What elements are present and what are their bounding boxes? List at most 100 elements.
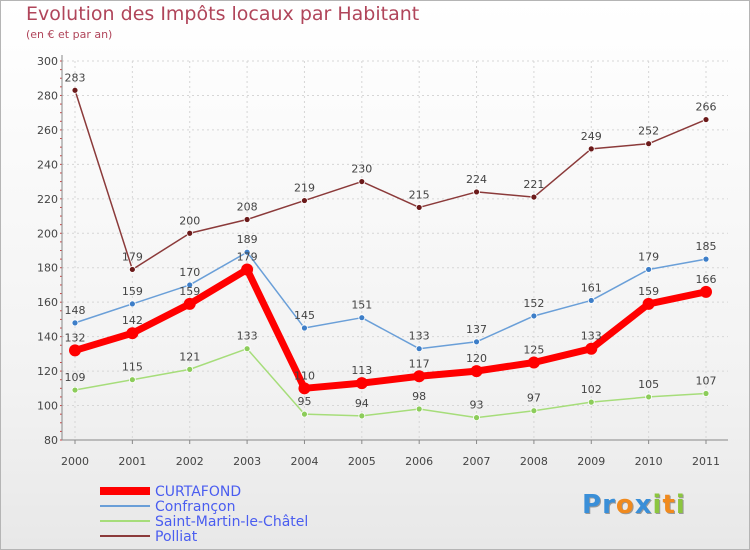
data-label: 137 xyxy=(466,323,487,336)
data-point xyxy=(358,412,366,420)
legend-swatch xyxy=(100,505,150,507)
data-point xyxy=(186,229,194,237)
data-label: 221 xyxy=(523,178,544,191)
logo-letter: t xyxy=(662,490,676,520)
legend-swatch xyxy=(100,535,150,537)
data-point xyxy=(415,204,423,211)
data-point xyxy=(702,390,710,397)
data-point xyxy=(243,216,251,223)
x-tick-label: 2009 xyxy=(577,455,605,468)
y-tick-label: 220 xyxy=(37,193,58,206)
legend-swatch xyxy=(100,520,150,522)
legend-swatch xyxy=(100,487,150,495)
y-tick-label: 260 xyxy=(37,124,58,137)
y-tick-label: 100 xyxy=(37,400,58,413)
data-label: 105 xyxy=(638,378,659,391)
y-tick-label: 140 xyxy=(37,331,58,344)
series-line xyxy=(74,251,707,350)
series-line xyxy=(74,89,707,271)
data-label: 110 xyxy=(294,369,315,382)
x-tick-label: 2000 xyxy=(61,455,89,468)
legend-label: Saint-Martin-le-Châtel xyxy=(155,514,309,530)
data-point xyxy=(645,393,653,401)
legend-item: Polliat xyxy=(100,530,308,545)
data-point xyxy=(298,382,311,395)
data-label: 94 xyxy=(355,397,369,410)
x-tick-label: 2002 xyxy=(176,455,204,468)
data-point xyxy=(301,410,308,418)
data-point xyxy=(530,193,538,201)
data-label: 224 xyxy=(466,173,487,186)
legend-item: Saint-Martin-le-Châtel xyxy=(100,515,308,530)
data-label: 152 xyxy=(523,297,544,310)
data-point xyxy=(186,281,194,289)
data-label: 133 xyxy=(409,330,430,343)
data-point xyxy=(587,145,595,153)
proxiti-logo: Proxiti xyxy=(582,490,686,520)
data-point xyxy=(530,312,538,320)
logo-letter: r xyxy=(602,490,616,520)
data-label: 252 xyxy=(638,125,659,138)
data-label: 109 xyxy=(65,371,86,384)
data-point xyxy=(587,398,595,406)
data-point xyxy=(473,338,480,346)
y-tick-label: 120 xyxy=(37,365,58,378)
logo-letter: i xyxy=(652,490,663,520)
data-point xyxy=(530,407,538,415)
logo-letter: i xyxy=(675,490,686,520)
data-point xyxy=(71,86,79,94)
data-point xyxy=(243,248,251,256)
data-label: 170 xyxy=(179,266,200,279)
legend-label: CURTAFOND xyxy=(155,484,242,500)
data-label: 208 xyxy=(237,200,258,213)
series-line xyxy=(74,347,707,419)
data-point xyxy=(301,324,308,332)
y-tick-label: 160 xyxy=(37,296,58,309)
data-point xyxy=(413,370,426,383)
chart-title: Evolution des Impôts locaux par Habitant xyxy=(26,3,420,25)
legend-item: Confrançon xyxy=(100,500,308,515)
data-point xyxy=(585,342,598,355)
data-label: 132 xyxy=(65,331,86,344)
y-tick-label: 80 xyxy=(44,434,58,447)
legend-label: Polliat xyxy=(155,529,198,545)
y-tick-label: 200 xyxy=(37,227,58,240)
data-label: 95 xyxy=(297,395,311,408)
data-label: 200 xyxy=(179,214,200,227)
data-point xyxy=(183,297,196,310)
data-label: 161 xyxy=(581,281,602,294)
data-point xyxy=(358,314,366,322)
data-point xyxy=(301,197,308,204)
logo-letter: P xyxy=(582,490,603,520)
x-tick-label: 2003 xyxy=(233,455,261,468)
data-label: 107 xyxy=(696,374,717,387)
legend-item: CURTAFOND xyxy=(100,485,308,500)
logo-letter: o xyxy=(615,490,635,520)
x-tick-label: 2008 xyxy=(520,455,548,468)
data-label: 266 xyxy=(696,101,717,114)
data-label: 102 xyxy=(581,383,602,396)
data-point xyxy=(128,376,136,384)
data-point xyxy=(243,345,251,353)
data-label: 166 xyxy=(696,273,717,286)
data-point xyxy=(587,297,595,304)
data-point xyxy=(415,345,423,353)
data-label: 97 xyxy=(527,392,541,405)
data-label: 159 xyxy=(122,285,143,298)
data-label: 148 xyxy=(65,304,86,317)
data-point xyxy=(358,178,366,185)
data-point xyxy=(702,116,710,123)
data-label: 133 xyxy=(237,330,258,343)
data-label: 142 xyxy=(122,314,143,327)
data-label: 249 xyxy=(581,130,602,143)
series-line xyxy=(71,265,710,392)
data-label-layer: 283 179 200 208 219 230 215 224 221 249 252 266 148 1… xyxy=(65,71,717,411)
data-label: 179 xyxy=(237,250,258,263)
logo-letter: x xyxy=(634,490,653,520)
data-point xyxy=(71,386,79,394)
data-label: 98 xyxy=(412,390,426,403)
data-label: 115 xyxy=(122,361,143,374)
data-point xyxy=(355,377,368,390)
data-label: 185 xyxy=(696,240,717,253)
